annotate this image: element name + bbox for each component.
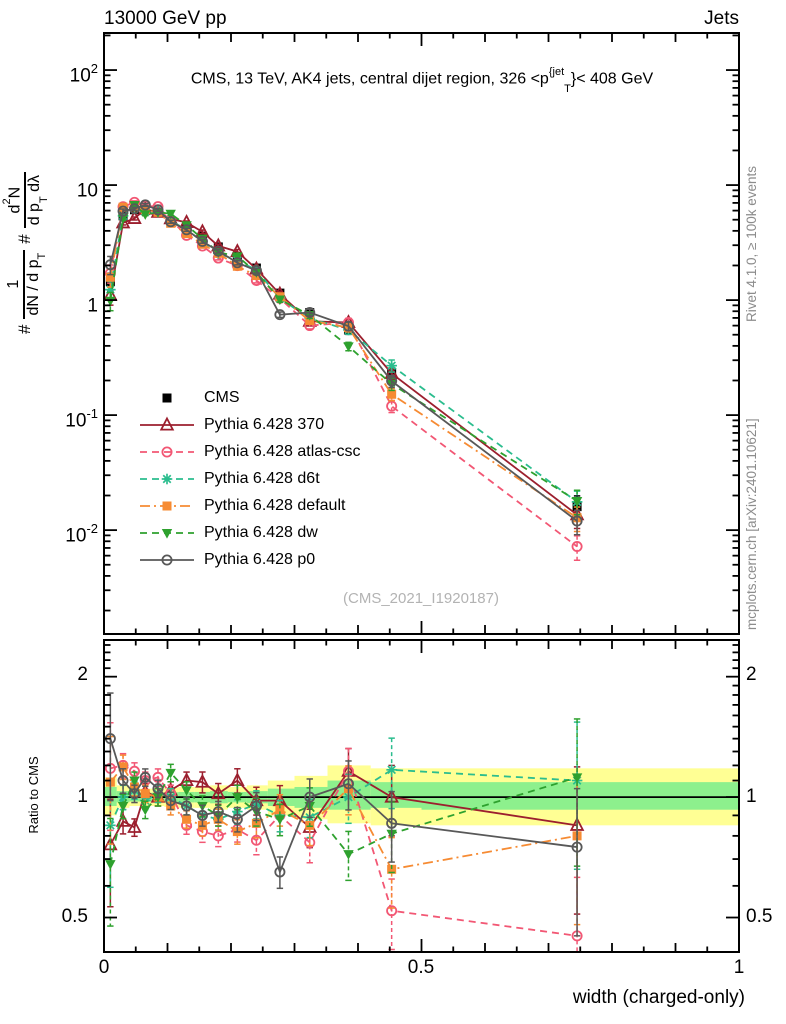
legend-label: Pythia 6.428 atlas-csc	[204, 442, 361, 460]
legend-swatch	[140, 528, 194, 539]
mcplots-arxiv-note: mcplots.cern.ch [arXiv:2401.10621]	[744, 418, 759, 630]
legend-swatch	[140, 416, 194, 430]
legend-item-pythia-6-428-d6t: Pythia 6.428 d6t	[138, 465, 361, 492]
series-pythia-6-428-p0-ratio	[104, 692, 583, 937]
plot-title: CMS, 13 TeV, AK4 jets, central dijet reg…	[104, 64, 740, 95]
legend-label: Pythia 6.428 d6t	[204, 469, 320, 487]
legend-label: Pythia 6.428 dw	[204, 523, 318, 541]
legend-item-pythia-6-428-default: Pythia 6.428 default	[138, 492, 361, 519]
legend-swatch	[140, 501, 194, 510]
plot-title-sub: T	[564, 82, 571, 95]
legend: CMS Pythia 6.428 370 Pythia 6.428 atlas-cs…	[138, 384, 361, 573]
plot-title-sup: {jet	[548, 66, 565, 78]
legend-swatch	[140, 554, 194, 565]
legend-label: Pythia 6.428 default	[204, 496, 346, 514]
legend-label: CMS	[204, 388, 240, 406]
x-axis-title: width (charged-only)	[572, 987, 745, 1008]
legend-swatch	[140, 446, 194, 457]
xtick-0: 0	[98, 957, 110, 978]
legend-item-pythia-6-428-atlas-csc: Pythia 6.428 atlas-csc	[138, 438, 361, 465]
y-axis-fraction-1: 1 dN / d pT	[5, 249, 48, 319]
legend-swatch	[162, 393, 172, 402]
y-axis-sharp-2: #	[15, 234, 35, 244]
ratio-tick-1-left: 1	[77, 786, 88, 807]
legend-item-pythia-6-428-dw: Pythia 6.428 dw	[138, 519, 361, 546]
ratio-panel-series	[104, 692, 739, 952]
legend-label: Pythia 6.428 370	[204, 415, 325, 433]
legend-item-cms: CMS	[138, 384, 361, 411]
legend-swatch	[140, 473, 194, 484]
rivet-version-note: Rivet 4.1.0, ≥ 100k events	[744, 166, 759, 322]
y-axis-sharp-1: #	[15, 324, 35, 334]
xtick-05: 0.5	[407, 957, 435, 978]
series-pythia-6-428-default-ratio	[105, 735, 582, 926]
legend-label: Pythia 6.428 p0	[204, 550, 316, 568]
plot-title-tail: }< 408 GeV	[570, 70, 654, 88]
ytick-1: 1	[87, 295, 98, 317]
ratio-tick-05-right: 0.5	[746, 906, 773, 927]
main-panel-frame	[103, 32, 740, 635]
series-pythia-6-428-atlas-csc-ratio	[104, 722, 583, 952]
ratio-tick-2-left: 2	[77, 664, 88, 685]
legend-item-pythia-6-428-p0: Pythia 6.428 p0	[138, 546, 361, 573]
ratio-tick-05-left: 0.5	[61, 906, 88, 927]
main-panel-series	[104, 196, 585, 561]
legend-item-pythia-6-428-370: Pythia 6.428 370	[138, 411, 361, 438]
y-axis-title: # 1 dN / d pT # d2N d pT dλ	[1, 32, 62, 334]
analysis-group-label: Jets	[704, 8, 739, 29]
ytick-1e2: 102	[69, 61, 98, 87]
xtick-1: 1	[733, 957, 745, 978]
ytick-1e-1: 10-1	[65, 406, 98, 432]
y-axis-fraction-2: d2N d pT dλ	[1, 171, 50, 229]
ratio-axis-title: Ratio to CMS	[26, 756, 41, 834]
ratio-panel-frame	[103, 639, 740, 953]
plot-title-text: CMS, 13 TeV, AK4 jets, central dijet reg…	[190, 70, 549, 88]
ytick-1e1: 10	[76, 180, 98, 202]
analysis-id-watermark: (CMS_2021_I1920187)	[343, 590, 499, 607]
ratio-tick-2-right: 2	[746, 664, 757, 685]
axis-ticks	[103, 33, 740, 952]
series-pythia-6-428-p0-main	[104, 199, 583, 536]
ratio-tick-1-right: 1	[746, 786, 757, 807]
ytick-1e-2: 10-2	[65, 521, 98, 547]
beam-energy-label: 13000 GeV pp	[104, 8, 227, 29]
